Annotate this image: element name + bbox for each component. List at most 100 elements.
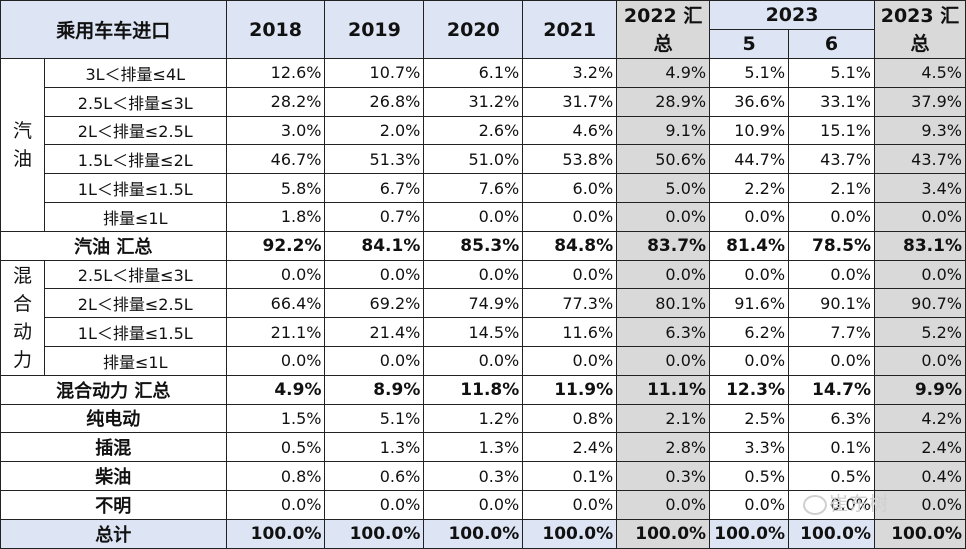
value-cell: 51.3% [324, 144, 425, 175]
value-cell: 1.3% [423, 432, 524, 463]
value-cell: 0.7% [324, 201, 425, 232]
total-row: 总计 100.0% 100.0% 100.0% 100.0% 100.0% 100.0% 10… [0, 518, 966, 549]
row-label: 不明 [0, 489, 227, 520]
value-cell: 0.0% [423, 345, 524, 376]
table-row: 插混 0.5% 1.3% 1.3% 2.4% 2.8% 3.3% 0.1% 2.4% [0, 432, 966, 463]
value-cell: 0.0% [522, 259, 618, 290]
value-cell: 1.5% [225, 403, 326, 434]
value-cell: 1.3% [324, 432, 425, 463]
value-cell: 21.4% [324, 317, 425, 347]
value-cell: 2.4% [522, 432, 618, 463]
value-cell: 43.7% [788, 144, 875, 175]
value-cell: 100.0% [873, 518, 966, 549]
value-cell: 2.1% [616, 403, 711, 434]
value-cell: 100.0% [522, 518, 618, 549]
value-cell: 2.4% [873, 432, 966, 463]
value-cell: 3.2% [522, 58, 618, 88]
value-cell: 84.1% [324, 230, 425, 261]
value-cell: 6.1% [423, 58, 524, 88]
header-sum-2022: 2022 汇 总 [616, 0, 711, 59]
header-year: 2020 [423, 0, 524, 59]
row-label: 3L＜排量≤4L [43, 58, 227, 88]
value-cell: 3.3% [709, 432, 790, 463]
value-cell: 11.6% [522, 317, 618, 347]
header-sum-2023: 2023 汇 总 [873, 0, 966, 59]
value-cell: 11.8% [423, 374, 524, 405]
value-cell: 51.0% [423, 144, 524, 175]
value-cell: 11.1% [616, 374, 711, 405]
row-label: 1L＜排量≤1.5L [43, 173, 227, 203]
value-cell: 4.9% [225, 374, 326, 405]
value-cell: 4.5% [873, 58, 966, 88]
value-cell: 0.0% [522, 201, 618, 232]
value-cell: 0.0% [616, 259, 711, 290]
value-cell: 90.1% [788, 288, 875, 319]
value-cell: 0.0% [225, 489, 326, 520]
value-cell: 7.7% [788, 317, 875, 347]
value-cell: 0.0% [616, 201, 711, 232]
row-label: 排量≤1L [43, 201, 227, 232]
subtotal-label: 混合动力 汇总 [0, 374, 227, 405]
value-cell: 0.1% [522, 461, 618, 491]
value-cell: 21.1% [225, 317, 326, 347]
value-cell: 100.0% [423, 518, 524, 549]
table-row: 排量≤1L 0.0% 0.0% 0.0% 0.0% 0.0% 0.0% 0.0% 0.0% [1, 345, 966, 376]
value-cell: 4.6% [522, 115, 618, 146]
value-cell: 36.6% [709, 86, 790, 117]
value-cell: 37.9% [873, 86, 966, 117]
value-cell: 0.0% [709, 259, 790, 290]
value-cell: 0.0% [873, 259, 966, 290]
subtotal-label: 汽油 汇总 [0, 230, 227, 261]
table-row: 纯电动 1.5% 5.1% 1.2% 0.8% 2.1% 2.5% 6.3% 4.2% [0, 403, 966, 434]
value-cell: 5.1% [788, 58, 875, 88]
row-label: 2L＜排量≤2.5L [43, 288, 227, 319]
value-cell: 100.0% [788, 518, 875, 549]
row-label: 2.5L＜排量≤3L [43, 259, 227, 290]
value-cell: 0.5% [225, 432, 326, 463]
header-year: 2019 [324, 0, 425, 59]
value-cell: 2.1% [788, 173, 875, 203]
value-cell: 0.4% [873, 461, 966, 491]
value-cell: 0.0% [873, 345, 966, 376]
value-cell: 9.1% [616, 115, 711, 146]
value-cell: 84.8% [522, 230, 618, 261]
value-cell: 80.1% [616, 288, 711, 319]
header-month: 5 [709, 29, 790, 59]
value-cell: 0.0% [873, 201, 966, 232]
table-row: 不明 0.0% 0.0% 0.0% 0.0% 0.0% 0.0% 0.0% 0.0% [0, 489, 966, 520]
value-cell: 28.2% [225, 86, 326, 117]
value-cell: 2.5% [709, 403, 790, 434]
value-cell: 0.0% [788, 259, 875, 290]
value-cell: 100.0% [225, 518, 326, 549]
header-title: 乘用车车进口 [0, 0, 227, 59]
row-label: 柴油 [0, 461, 227, 491]
row-label: 排量≤1L [43, 345, 227, 376]
value-cell: 33.1% [788, 86, 875, 117]
value-cell: 7.6% [423, 173, 524, 203]
value-cell: 0.0% [873, 489, 966, 520]
value-cell: 74.9% [423, 288, 524, 319]
table-row: 混 合 动 力 2.5L＜排量≤3L 0.0% 0.0% 0.0% 0.0% 0.0% 0.0… [0, 259, 966, 376]
value-cell: 83.1% [873, 230, 966, 261]
value-cell: 15.1% [788, 115, 875, 146]
row-label: 纯电动 [0, 403, 227, 434]
value-cell: 0.0% [423, 489, 524, 520]
value-cell: 1.8% [225, 201, 326, 232]
value-cell: 0.0% [709, 201, 790, 232]
value-cell: 2.6% [423, 115, 524, 146]
header-year-2023: 2023 [709, 0, 875, 30]
value-cell: 91.6% [709, 288, 790, 319]
value-cell: 9.9% [873, 374, 966, 405]
value-cell: 0.5% [709, 461, 790, 491]
value-cell: 0.0% [616, 345, 711, 376]
table-row: 1L＜排量≤1.5L 21.1% 21.4% 14.5% 11.6% 6.3% 6.2% 7.… [1, 317, 966, 347]
value-cell: 0.0% [324, 259, 425, 290]
value-cell: 3.0% [225, 115, 326, 146]
value-cell: 4.9% [616, 58, 711, 88]
value-cell: 92.2% [225, 230, 326, 261]
value-cell: 77.3% [522, 288, 618, 319]
value-cell: 1.2% [423, 403, 524, 434]
value-cell: 26.8% [324, 86, 425, 117]
value-cell: 2.2% [709, 173, 790, 203]
value-cell: 0.8% [522, 403, 618, 434]
